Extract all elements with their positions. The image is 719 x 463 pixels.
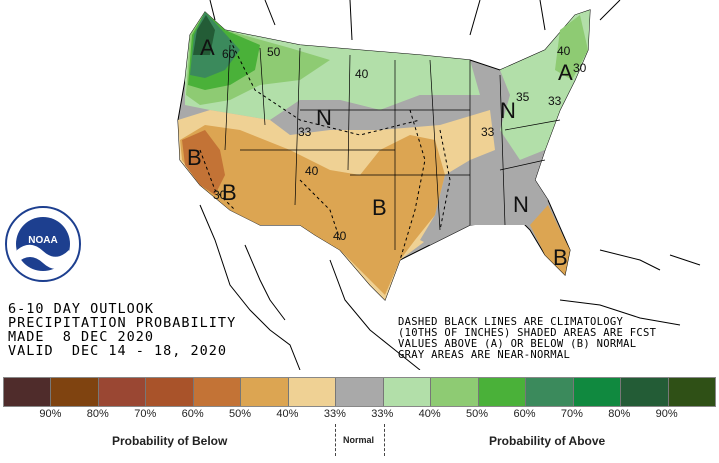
legend-note: DASHED BLACK LINES ARE CLIMATOLOGY (10THS… xyxy=(398,317,656,361)
noaa-logo-icon: NOAA xyxy=(5,206,81,282)
normal-divider-left xyxy=(335,424,336,456)
legend-tick-labels: 90% 80% 70% 60% 50% 40% 33% 33% 40% 50% 60% 70% 80% 9… xyxy=(3,408,714,422)
legend-tick-label: 60% xyxy=(513,408,536,420)
legend-tick-spacer xyxy=(690,408,714,422)
legend-tick-label: 33% xyxy=(323,408,346,420)
legend-tick-label: 80% xyxy=(86,408,109,420)
state-lines xyxy=(224,44,561,250)
legend-swatch xyxy=(573,378,622,406)
outlook-title-block: 6-10 DAY OUTLOOK PRECIPITATION PROBABILIT… xyxy=(8,302,236,358)
legend-tick-label: 33% xyxy=(371,408,394,420)
map-letter-above-northwest: A xyxy=(200,35,215,60)
note-line: GRAY AREAS ARE NEAR-NORMAL xyxy=(398,349,571,361)
legend-swatch xyxy=(336,378,384,406)
contour-label: 40 xyxy=(557,44,571,58)
legend-swatch xyxy=(4,378,52,406)
contour-label: 40 xyxy=(333,229,347,243)
legend-swatch xyxy=(51,378,99,406)
legend-swatch xyxy=(98,378,147,406)
precipitation-outlook-map: A B N B N N A B B 60 50 40 33 40 30 40 3… xyxy=(177,0,701,370)
map-letter-below-california: B xyxy=(187,145,202,170)
legend-tick-label: 50% xyxy=(466,408,489,420)
probability-below-caption: Probability of Below xyxy=(112,434,228,448)
legend-tick-label: 60% xyxy=(181,408,204,420)
legend-swatch xyxy=(241,378,289,406)
map-letter-below-southern-plains: B xyxy=(372,195,387,220)
contour-label: 50 xyxy=(267,45,281,59)
note-line: DASHED BLACK LINES ARE CLIMATOLOGY xyxy=(398,316,624,328)
legend-tick-spacer xyxy=(3,408,27,422)
legend-tick-label: 70% xyxy=(134,408,157,420)
contour-label: 35 xyxy=(516,90,530,104)
legend-tick-label: 70% xyxy=(560,408,583,420)
normal-southeast xyxy=(420,150,548,245)
legend-swatch xyxy=(478,378,527,406)
legend-tick-label: 40% xyxy=(418,408,441,420)
map-letter-below-florida: B xyxy=(553,245,568,270)
probability-color-legend xyxy=(3,377,716,407)
canada-border-lines xyxy=(209,0,621,41)
legend-swatch xyxy=(526,378,574,406)
probability-above-caption: Probability of Above xyxy=(489,434,606,448)
normal-divider-right xyxy=(384,424,385,456)
contour-label: 33 xyxy=(481,125,495,139)
map-letter-below-nevada: B xyxy=(222,180,237,205)
contour-label: 33 xyxy=(548,94,562,108)
legend-swatch xyxy=(431,378,479,406)
normal-caption: Normal xyxy=(343,435,375,445)
below-40-southwest xyxy=(180,125,445,295)
svg-text:NOAA: NOAA xyxy=(28,235,57,246)
contour-label: 40 xyxy=(355,67,369,81)
normal-north-central xyxy=(270,95,490,135)
legend-tick-label: 90% xyxy=(655,408,678,420)
legend-tick-label: 50% xyxy=(229,408,252,420)
map-letter-above-northeast: A xyxy=(558,60,573,85)
legend-tick-label: 80% xyxy=(608,408,631,420)
made-date: MADE 8 DEC 2020 xyxy=(8,329,155,345)
map-letter-normal-ohio-valley: N xyxy=(500,98,516,123)
note-line: VALUES ABOVE (A) OR BELOW (B) NORMAL xyxy=(398,338,637,350)
legend-tick-label: 40% xyxy=(276,408,299,420)
below-50-california xyxy=(182,130,225,195)
below-40-florida xyxy=(530,205,570,275)
contour-label: 60 xyxy=(222,47,236,61)
mexico-outline xyxy=(199,204,421,370)
legend-swatch xyxy=(621,378,669,406)
title-line: PRECIPITATION PROBABILITY xyxy=(8,315,237,331)
legend-swatch xyxy=(668,378,716,406)
contour-label: 30 xyxy=(573,61,587,75)
legend-tick-label: 90% xyxy=(39,408,62,420)
valid-dates: VALID DEC 14 - 18, 2020 xyxy=(8,343,228,359)
legend-swatch xyxy=(383,378,432,406)
map-letter-normal-plains: N xyxy=(316,105,332,130)
contour-label: 30 xyxy=(213,188,227,202)
legend-swatch xyxy=(288,378,337,406)
note-line: (10THS OF INCHES) SHADED AREAS ARE FCST xyxy=(398,327,657,339)
caribbean-outline xyxy=(559,249,701,326)
map-letter-normal-southeast: N xyxy=(513,192,529,217)
legend-swatch xyxy=(193,378,242,406)
above-50-northeast xyxy=(555,15,588,80)
climatology-dashed-lines xyxy=(199,39,451,261)
title-line: 6-10 DAY OUTLOOK xyxy=(8,301,155,317)
contour-label: 40 xyxy=(305,164,319,178)
legend-swatch xyxy=(146,378,194,406)
contour-label: 33 xyxy=(298,125,312,139)
above-80-northwest xyxy=(193,15,215,55)
